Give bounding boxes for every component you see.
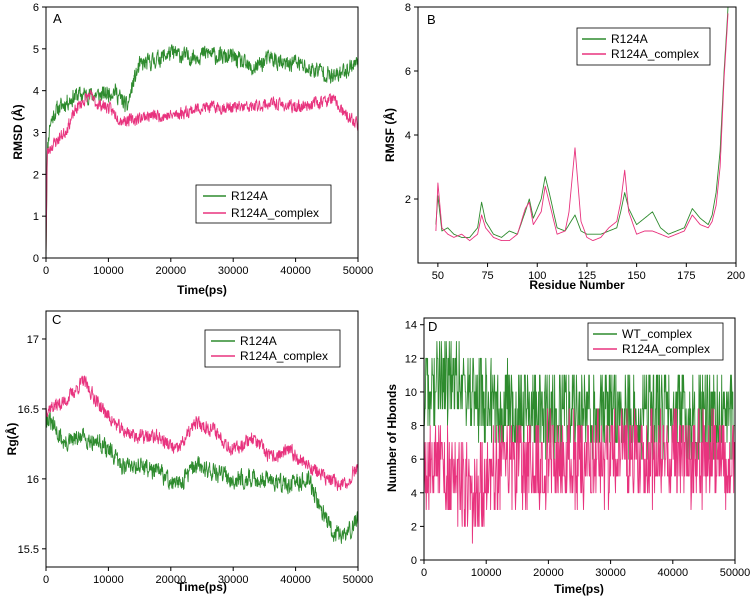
panel-c-y-tick-label: 15.5	[18, 544, 39, 556]
panel-b-x-tick-label: 200	[727, 270, 745, 282]
panel-a-x-axis-title: Time(ps)	[177, 283, 227, 297]
panel-c-x-tick-label: 0	[43, 574, 49, 586]
panel-a-y-tick-label: 0	[33, 253, 39, 265]
panel-b-series	[435, 7, 729, 242]
panel-b-y-tick-label: 6	[405, 66, 411, 78]
panel-a-y-tick-label: 4	[33, 86, 39, 98]
panel-d-series-r124a-complex	[424, 408, 735, 544]
panel-a-rmsd: A 0 10000 20000 30000 40000 50000 0 1 2 3 4 5 6 Time…	[10, 2, 373, 297]
panel-c-legend-label-r124a-complex: R124A_complex	[240, 349, 328, 363]
panel-b-y-tick-label: 8	[405, 2, 411, 14]
panel-b-legend-box	[576, 27, 711, 66]
panel-c-legend: R124A R124A_complex	[204, 329, 341, 368]
panel-a-y-tick-label: 2	[33, 169, 39, 181]
panel-a-legend-label-r124a: R124A	[231, 189, 268, 203]
panel-a-legend-box	[195, 184, 332, 224]
panel-d-y-tick-label: 10	[405, 387, 417, 399]
panel-d-plot-frame	[423, 317, 736, 561]
panel-d-y-tick-label: 12	[405, 353, 417, 365]
panel-b-series-r124a-complex	[435, 13, 729, 242]
panel-d-y-axis-title: Number of Hbonds	[385, 384, 399, 492]
panel-a-y-tick-label: 3	[33, 128, 39, 140]
panel-d-letter: D	[428, 319, 437, 334]
panel-c-x-axis-title: Time(ps)	[177, 580, 227, 594]
panel-a-ticks: 0 10000 20000 30000 40000 50000 0 1 2 3 4 5 6	[33, 2, 373, 277]
panel-c-y-axis-title: Rg(Å)	[4, 423, 19, 456]
panel-d-ticks: 0 10000 20000 30000 40000 50000 0 2 4 6 8 10 12 14	[405, 320, 750, 579]
panel-d-x-tick-label: 20000	[533, 567, 564, 579]
panel-a-series	[46, 44, 358, 258]
panel-a-series-r124a	[46, 44, 358, 258]
panel-c-rg: C 0 10000 20000 30000 40000 50000 15.5 16 16.5 17…	[4, 310, 374, 594]
panel-b-legend-label-r124a: R124A	[611, 32, 648, 46]
panel-c-y-tick-label: 16.5	[18, 404, 39, 416]
panel-b-x-axis-title: Residue Number	[529, 278, 625, 292]
panel-a-series-r124a-complex	[46, 89, 358, 258]
panel-d-x-axis-title: Time(ps)	[554, 582, 604, 596]
panel-a-x-tick-label: 0	[43, 265, 49, 277]
panel-b-x-tick-label: 75	[481, 270, 493, 282]
panel-c-plot-frame	[45, 310, 359, 568]
panel-b-legend: R124A R124A_complex	[576, 27, 711, 66]
panel-c-x-tick-label: 10000	[93, 574, 124, 586]
panel-b-x-tick-label: 50	[432, 270, 444, 282]
panel-d-x-tick-label: 40000	[658, 567, 689, 579]
panel-b-x-tick-label: 150	[627, 270, 645, 282]
panel-c-x-tick-label: 40000	[280, 574, 311, 586]
panel-c-x-tick-label: 20000	[156, 574, 187, 586]
panel-d-legend-label-wt-complex: WT_complex	[622, 327, 692, 341]
panel-b-x-tick-label: 100	[528, 270, 546, 282]
panel-c-y-tick-label: 17	[27, 334, 39, 346]
panel-d-x-tick-label: 10000	[471, 567, 502, 579]
panel-b-ticks: 50 75 100 125 150 175 200 2 4 6 8	[405, 2, 745, 282]
panel-c-series	[46, 375, 358, 544]
panel-d-legend-box	[587, 322, 724, 361]
panel-d-hbonds: D 0 10000 20000 30000 40000 5000002468101214 …	[385, 317, 750, 596]
panel-b-y-tick-label: 2	[405, 194, 411, 206]
panel-b-rmsf: B 50 75 100 125 150 175 200 2 4 6 8 Residue Number…	[382, 2, 745, 292]
panel-c-series-r124a	[46, 411, 358, 544]
panel-a-legend: R124A R124A_complex	[195, 184, 332, 224]
panel-a-y-tick-label: 1	[33, 211, 39, 223]
panel-a-legend-label-r124a-complex: R124A_complex	[231, 206, 319, 220]
panel-d-legend-label-r124a-complex: R124A_complex	[622, 342, 710, 356]
panel-b-letter: B	[427, 12, 436, 27]
panel-d-y-tick-label: 14	[405, 320, 417, 332]
panel-c-legend-label-r124a: R124A	[240, 334, 277, 348]
panel-a-x-tick-label: 50000	[343, 265, 374, 277]
panel-a-letter: A	[53, 11, 62, 26]
panel-d-y-tick-label: 8	[411, 421, 417, 433]
panel-b-legend-label-r124a-complex: R124A_complex	[611, 47, 699, 61]
panel-d-x-tick-label: 50000	[720, 567, 750, 579]
panel-d-series	[424, 341, 735, 544]
panel-a-y-tick-label: 5	[33, 44, 39, 56]
panel-b-y-axis-title: RMSF (Å)	[382, 108, 397, 162]
panel-d-x-tick-label: 0	[421, 567, 427, 579]
panel-b-x-tick-label: 125	[578, 270, 596, 282]
panel-c-x-tick-label: 50000	[343, 574, 374, 586]
panel-d-y-tick-label: 6	[411, 454, 417, 466]
panel-a-x-tick-label: 30000	[218, 265, 249, 277]
panel-c-x-tick-label: 30000	[218, 574, 249, 586]
panel-a-x-tick-label: 40000	[280, 265, 311, 277]
panel-d-y-tick-label: 0	[411, 555, 417, 567]
panel-a-y-tick-label: 6	[33, 2, 39, 14]
panel-d-legend: WT_complex R124A_complex	[587, 322, 724, 361]
panel-d-y-tick-label: 4	[411, 488, 417, 500]
panel-a-x-tick-label: 20000	[156, 265, 187, 277]
panel-b-series-r124a	[435, 7, 729, 238]
panel-a-y-axis-title: RMSD (Å)	[10, 104, 25, 159]
panel-a-x-tick-label: 10000	[93, 265, 124, 277]
panel-c-series-r124a-complex	[46, 375, 358, 492]
panel-c-y-tick-label: 16	[27, 474, 39, 486]
panel-b-y-tick-label: 4	[405, 130, 411, 142]
panel-c-letter: C	[52, 312, 61, 327]
panel-d-y-tick-label: 2	[411, 521, 417, 533]
panel-d-x-tick-label: 30000	[595, 567, 626, 579]
panel-c-ticks: 0 10000 20000 30000 40000 50000 15.5 16 16.5 17	[18, 334, 374, 586]
panel-c-legend-box	[204, 329, 341, 368]
panel-b-x-tick-label: 175	[677, 270, 695, 282]
